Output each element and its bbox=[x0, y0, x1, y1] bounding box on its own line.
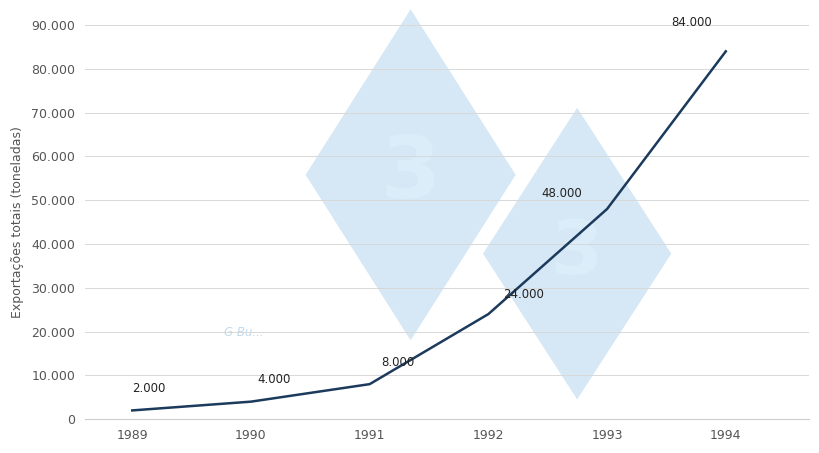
Text: 8.000: 8.000 bbox=[381, 356, 414, 369]
Polygon shape bbox=[482, 108, 671, 400]
Text: G Bu...: G Bu... bbox=[224, 326, 264, 339]
Text: 2.000: 2.000 bbox=[132, 382, 165, 395]
Text: 84.000: 84.000 bbox=[670, 16, 711, 29]
Text: 3: 3 bbox=[550, 217, 603, 290]
Polygon shape bbox=[305, 10, 515, 340]
Y-axis label: Exportações totais (toneladas): Exportações totais (toneladas) bbox=[11, 126, 24, 318]
Text: 4.000: 4.000 bbox=[256, 373, 290, 386]
Text: 24.000: 24.000 bbox=[502, 288, 543, 301]
Text: 3: 3 bbox=[380, 133, 440, 217]
Text: 48.000: 48.000 bbox=[541, 187, 581, 200]
